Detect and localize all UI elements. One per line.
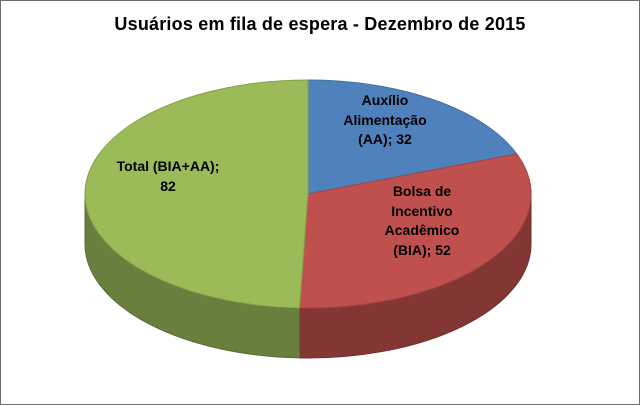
pie-slice-top-2 <box>84 79 309 309</box>
data-label-bolsa-incentivo: Bolsa de Incentivo Acadêmico (BIA); 52 <box>384 183 460 258</box>
pie-slice-top-1 <box>299 153 532 309</box>
data-label-auxilio-alimentacao: Auxílio Alimentação (AA); 32 <box>343 92 427 148</box>
pie-slice-top-0 <box>307 79 518 195</box>
chart-title: Usuários em fila de espera - Dezembro de… <box>114 14 526 34</box>
data-label-total: Total (BIA+AA); 82 <box>116 158 220 194</box>
